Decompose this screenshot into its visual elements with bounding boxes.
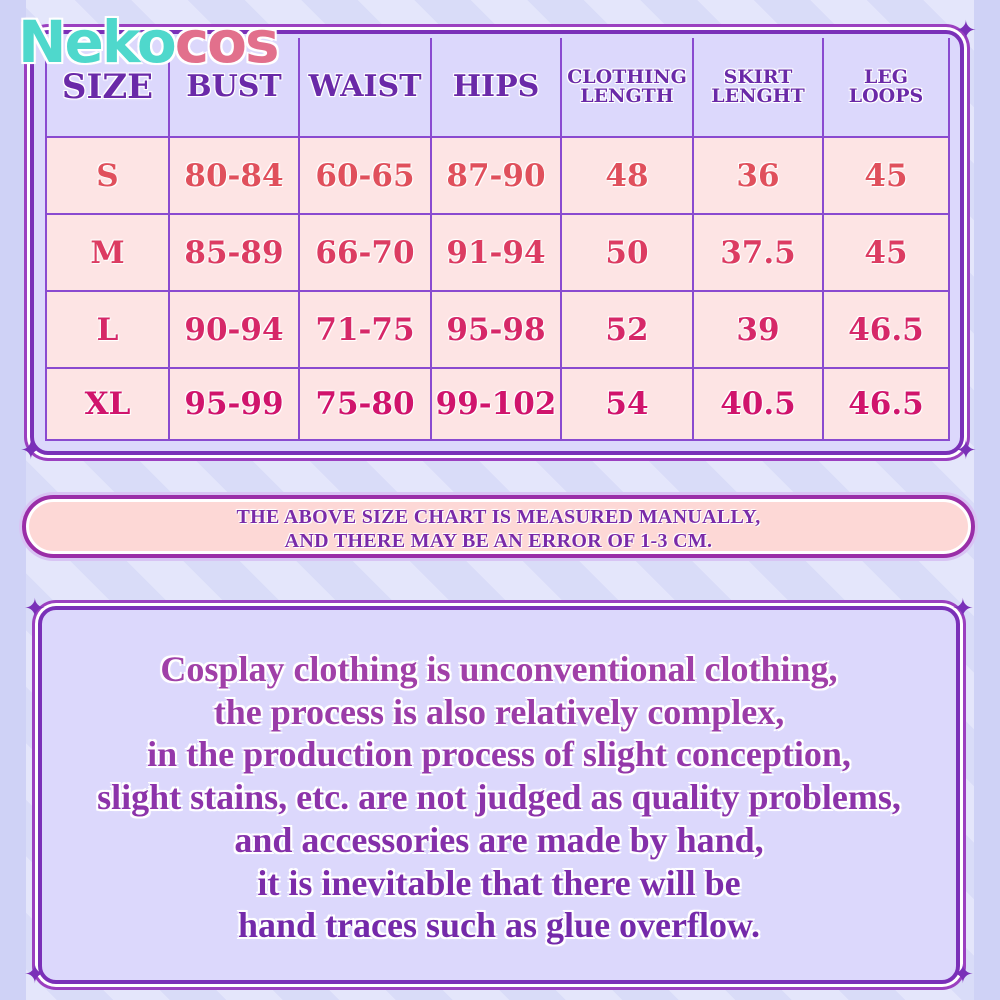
header-text: LENGHT [711, 85, 805, 107]
disclaimer-line: and accessories are made by hand, [234, 819, 764, 860]
logo-text-neko: Neko [18, 8, 177, 76]
sparkle-icon: ✦ [955, 436, 977, 466]
header-text: SIZE [61, 67, 154, 107]
sparkle-icon: ✦ [20, 436, 42, 466]
disclaimer-line: the process is also relatively complex, [213, 691, 785, 732]
table-header-row: SIZE BUST WAIST HIPS CLOTHING LENGTH SKIRT LENG… [45, 38, 950, 138]
notice-line: THE ABOVE SIZE CHART IS MEASURED MANUALL… [236, 506, 761, 528]
size-label-cell: S [45, 136, 170, 215]
table-row: M 85-89 66-70 91-94 50 37.5 45 [45, 213, 950, 292]
measurement-cell: 75-80 [298, 367, 432, 441]
measurement-cell: 46.5 [822, 367, 950, 441]
disclaimer-line: Cosplay clothing is unconventional cloth… [160, 649, 838, 689]
column-header: LEG LOOPS [822, 38, 950, 138]
disclaimer-line: in the production process of slight conc… [147, 734, 851, 775]
header-text: SKIRT [723, 66, 793, 88]
column-header: CLOTHING LENGTH [560, 38, 694, 138]
measurement-cell: 95-99 [168, 367, 300, 441]
measurement-cell: 71-75 [298, 290, 432, 369]
header-text: LOOPS [848, 85, 924, 107]
disclaimer-line: slight stains, etc. are not judged as qu… [97, 777, 901, 818]
measurement-cell: 39 [692, 290, 824, 369]
notice-line: AND THERE MAY BE AN ERROR OF 1-3 CM. [284, 530, 713, 552]
measurement-cell: 87-90 [430, 136, 562, 215]
measurement-cell: 66-70 [298, 213, 432, 292]
header-text: BUST [186, 69, 282, 104]
header-text: LENGTH [580, 85, 674, 107]
column-header: HIPS [430, 38, 562, 138]
measurement-cell: 99-102 [430, 367, 562, 441]
measurement-cell: 36 [692, 136, 824, 215]
disclaimer-line: it is inevitable that there will be [257, 862, 741, 903]
measurement-cell: 91-94 [430, 213, 562, 292]
measurement-cell: 54 [560, 367, 694, 441]
measurement-cell: 46.5 [822, 290, 950, 369]
header-text: CLOTHING [567, 66, 687, 88]
measurement-cell: 60-65 [298, 136, 432, 215]
header-text: HIPS [452, 69, 540, 104]
measurement-cell: 52 [560, 290, 694, 369]
sparkle-icon: ✦ [955, 16, 977, 46]
header-text: LEG [863, 66, 909, 88]
measurement-cell: 85-89 [168, 213, 300, 292]
measurement-cell: 80-84 [168, 136, 300, 215]
table-row: L 90-94 71-75 95-98 52 39 46.5 [45, 290, 950, 369]
header-text: WAIST [308, 69, 422, 104]
measurement-cell: 45 [822, 213, 950, 292]
measurement-cell: 40.5 [692, 367, 824, 441]
measurement-cell: 50 [560, 213, 694, 292]
size-label-cell: L [45, 290, 170, 369]
measurement-cell: 37.5 [692, 213, 824, 292]
column-header: SKIRT LENGHT [692, 38, 824, 138]
table-row: S 80-84 60-65 87-90 48 36 45 [45, 136, 950, 215]
column-header: WAIST [298, 38, 432, 138]
size-label-cell: XL [45, 367, 170, 441]
disclaimer-panel: Cosplay clothing is unconventional cloth… [38, 606, 960, 984]
column-header: SIZE [45, 38, 170, 138]
measurement-cell: 95-98 [430, 290, 562, 369]
logo-text-cos: cos [174, 8, 280, 76]
sparkle-icon: ✦ [24, 960, 46, 990]
table-row: XL 95-99 75-80 99-102 54 40.5 46.5 [45, 367, 950, 441]
sparkle-icon: ✦ [952, 960, 974, 990]
measurement-cell: 48 [560, 136, 694, 215]
sparkle-icon: ✦ [24, 594, 46, 624]
size-chart-table: SIZE BUST WAIST HIPS CLOTHING LENGTH SKIRT LENG… [45, 38, 950, 441]
column-header: BUST [168, 38, 300, 138]
measurement-notice: THE ABOVE SIZE CHART IS MEASURED MANUALL… [22, 495, 975, 558]
size-label-cell: M [45, 213, 170, 292]
background-stripe [974, 0, 1000, 1000]
disclaimer-line: hand traces such as glue overflow. [238, 905, 760, 946]
background-stripe [0, 0, 26, 1000]
sparkle-icon: ✦ [952, 594, 974, 624]
measurement-cell: 45 [822, 136, 950, 215]
measurement-cell: 90-94 [168, 290, 300, 369]
brand-logo: Nekocos [18, 8, 280, 76]
